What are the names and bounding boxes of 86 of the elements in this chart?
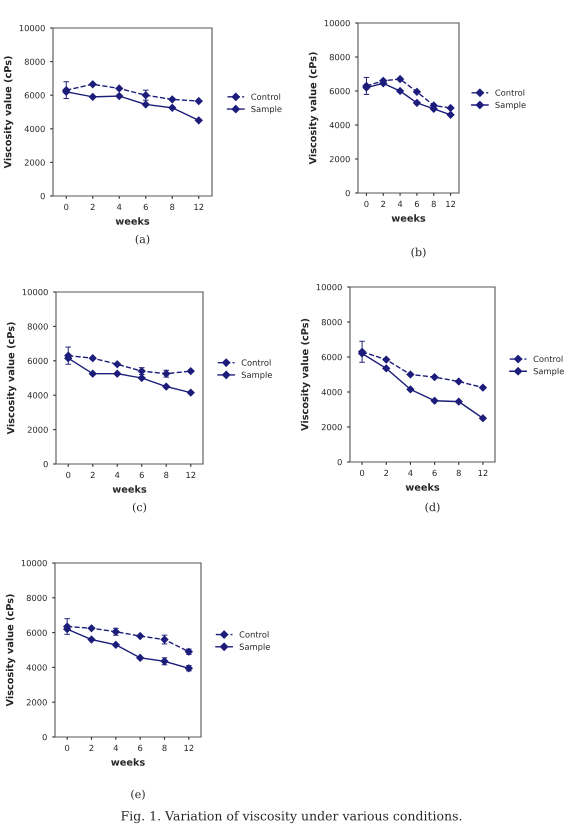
y-tick-label: 2000 (24, 159, 45, 166)
x-tick-label: 4 (398, 200, 402, 207)
y-tick-label: 2000 (26, 699, 47, 706)
text: (b) (411, 248, 426, 258)
x-tick-label: 12 (478, 470, 488, 476)
y-tick-label: 10000 (22, 560, 47, 566)
caption: Fig. 1. Variation of viscosity under various conditions. (121, 810, 462, 824)
y-axis-title: Viscosity value (cPs) (4, 56, 14, 168)
y-tick-label: 6000 (330, 88, 350, 94)
x-tick-label: 12 (194, 204, 204, 210)
text: (c) (132, 502, 146, 513)
y-tick-label: 8000 (24, 58, 45, 65)
x-tick-label: 6 (144, 204, 148, 210)
y-tick-label: 6000 (322, 354, 342, 360)
y-axis-title: Viscosity value (cPs) (300, 318, 310, 431)
y-tick-label: 6000 (26, 630, 47, 636)
y-tick-label: 0 (40, 192, 45, 200)
x-tick-label: 8 (456, 470, 461, 476)
y-tick-label: 10000 (316, 284, 342, 290)
y-tick-label: 4000 (28, 392, 48, 398)
x-tick-label: 0 (66, 472, 70, 478)
legend-label: Sample (240, 643, 270, 652)
y-tick-label: 10000 (20, 24, 45, 32)
y-tick-label: 2000 (322, 424, 342, 430)
legend-label: Control (240, 631, 268, 638)
x-axis-title: weeks (111, 758, 145, 766)
x-tick-label: 12 (446, 200, 456, 207)
x-tick-label: 2 (89, 744, 94, 751)
y-tick-label: 10000 (22, 288, 48, 296)
y-tick-label: 10000 (324, 20, 350, 26)
y-axis-title: Viscosity value (cPs) (6, 594, 16, 706)
x-tick-label: 8 (162, 744, 167, 752)
y-tick-label: 4000 (330, 122, 350, 128)
x-tick-label: 4 (408, 470, 413, 476)
legend-label: Control (495, 89, 524, 96)
x-tick-label: 2 (90, 472, 95, 478)
y-tick-label: 2000 (28, 426, 48, 433)
y-tick-label: 0 (44, 460, 48, 468)
y-axis-title: Viscosity value (cPs) (6, 322, 16, 434)
text: (e) (131, 790, 145, 800)
x-tick-label: 4 (117, 204, 122, 210)
y-tick-label: 8000 (330, 54, 350, 60)
y-tick-label: 8000 (322, 318, 342, 326)
y-tick-label: 0 (346, 190, 350, 196)
y-tick-label: 2000 (330, 156, 350, 162)
x-tick-label: 2 (384, 470, 388, 476)
text: (a) (136, 234, 150, 245)
text: (d) (425, 502, 440, 513)
x-tick-label: 8 (432, 200, 436, 208)
x-tick-label: 8 (164, 472, 168, 478)
x-tick-label: 8 (170, 204, 174, 210)
y-tick-label: 0 (42, 734, 47, 740)
x-tick-label: 6 (414, 200, 420, 208)
x-tick-label: 0 (65, 744, 70, 752)
x-tick-label: 4 (115, 472, 120, 478)
y-tick-label: 4000 (322, 388, 342, 396)
x-axis-title: weeks (392, 214, 426, 222)
legend-label: Sample (534, 368, 564, 376)
y-tick-label: 4000 (26, 664, 47, 671)
y-tick-label: 6000 (28, 358, 48, 364)
y-tick-label: 8000 (26, 594, 47, 602)
y-tick-label: 4000 (24, 126, 45, 132)
legend-label: Control (242, 359, 271, 366)
x-axis-title: weeks (112, 485, 146, 493)
y-tick-label: 0 (338, 458, 342, 466)
x-axis-title: weeks (116, 217, 150, 225)
y-tick-label: 8000 (28, 323, 48, 330)
x-tick-label: 0 (360, 470, 364, 476)
x-tick-label: 2 (90, 204, 95, 210)
x-tick-label: 12 (186, 472, 196, 478)
x-tick-label: 4 (114, 744, 118, 751)
x-tick-label: 6 (138, 744, 142, 752)
x-axis-title: weeks (406, 483, 440, 491)
x-tick-label: 0 (364, 200, 369, 208)
x-tick-label: 6 (432, 470, 437, 476)
legend-label: Control (251, 93, 280, 100)
x-tick-label: 2 (381, 200, 386, 207)
y-tick-label: 6000 (24, 92, 45, 98)
y-axis-title: Viscosity value (cPs) (308, 52, 318, 164)
x-tick-label: 6 (140, 472, 144, 478)
legend-label: Control (534, 356, 562, 362)
legend-label: Sample (242, 371, 272, 380)
x-tick-label: 12 (184, 744, 194, 751)
legend-label: Sample (251, 106, 282, 114)
x-tick-label: 0 (64, 204, 68, 210)
legend-label: Sample (495, 102, 526, 110)
